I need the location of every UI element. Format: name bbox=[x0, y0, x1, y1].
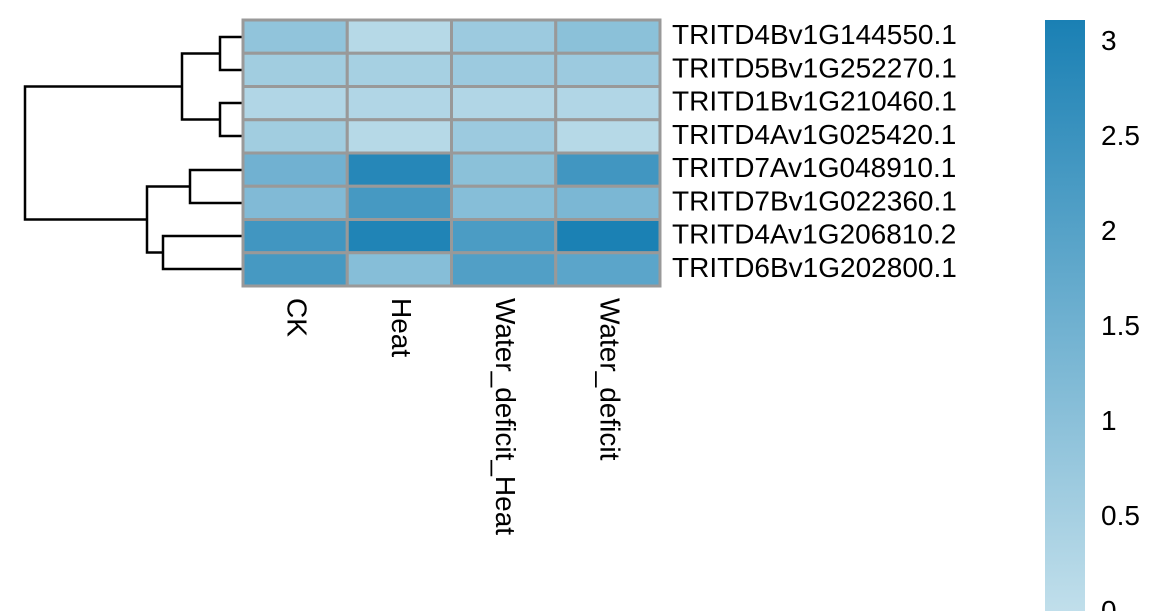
column-label: CK bbox=[282, 298, 313, 337]
cell bbox=[450, 251, 558, 288]
cell bbox=[241, 184, 349, 221]
cell bbox=[241, 251, 349, 288]
color-bar-label: 2.5 bbox=[1101, 120, 1140, 151]
row-label: TRITD4Bv1G144550.1 bbox=[672, 19, 957, 50]
color-bar-label: 1 bbox=[1101, 405, 1117, 436]
color-bar bbox=[1045, 20, 1085, 611]
cell bbox=[450, 51, 558, 88]
column-label: Water_deficit_Heat bbox=[490, 298, 521, 535]
dendrogram bbox=[23, 35, 243, 271]
cell bbox=[450, 184, 558, 221]
cell bbox=[345, 51, 453, 88]
cell bbox=[345, 118, 453, 155]
cell bbox=[241, 18, 349, 55]
cell bbox=[554, 251, 662, 288]
cell bbox=[345, 18, 453, 55]
cell bbox=[450, 218, 558, 255]
cell bbox=[554, 151, 662, 188]
color-bar-label: 2 bbox=[1101, 215, 1117, 246]
color-bar-label: 3 bbox=[1101, 25, 1117, 56]
column-label: Water_deficit bbox=[594, 298, 625, 461]
cell bbox=[554, 118, 662, 155]
cell bbox=[554, 85, 662, 122]
cell bbox=[554, 218, 662, 255]
row-label: TRITD1Bv1G210460.1 bbox=[672, 86, 957, 117]
cell bbox=[241, 218, 349, 255]
color-bar-label: 1.5 bbox=[1101, 310, 1140, 341]
cell bbox=[345, 151, 453, 188]
row-label: TRITD7Bv1G022360.1 bbox=[672, 185, 957, 216]
cell bbox=[345, 218, 453, 255]
row-label: TRITD5Bv1G252270.1 bbox=[672, 52, 957, 83]
cell bbox=[241, 85, 349, 122]
row-label: TRITD6Bv1G202800.1 bbox=[672, 252, 957, 283]
color-bar-label: 0.5 bbox=[1101, 500, 1140, 531]
column-label: Heat bbox=[386, 298, 417, 357]
cell bbox=[450, 118, 558, 155]
cell bbox=[345, 184, 453, 221]
row-label: TRITD7Av1G048910.1 bbox=[672, 152, 956, 183]
color-bar-label: 0 bbox=[1101, 595, 1117, 611]
row-label: TRITD4Av1G206810.2 bbox=[672, 219, 956, 250]
cell bbox=[450, 151, 558, 188]
cell bbox=[241, 51, 349, 88]
cell bbox=[554, 51, 662, 88]
cell bbox=[345, 251, 453, 288]
cell bbox=[554, 184, 662, 221]
cell bbox=[241, 151, 349, 188]
cell bbox=[554, 18, 662, 55]
cell bbox=[345, 85, 453, 122]
cell bbox=[450, 18, 558, 55]
row-label: TRITD4Av1G025420.1 bbox=[672, 119, 956, 150]
cell bbox=[450, 85, 558, 122]
cell bbox=[241, 118, 349, 155]
